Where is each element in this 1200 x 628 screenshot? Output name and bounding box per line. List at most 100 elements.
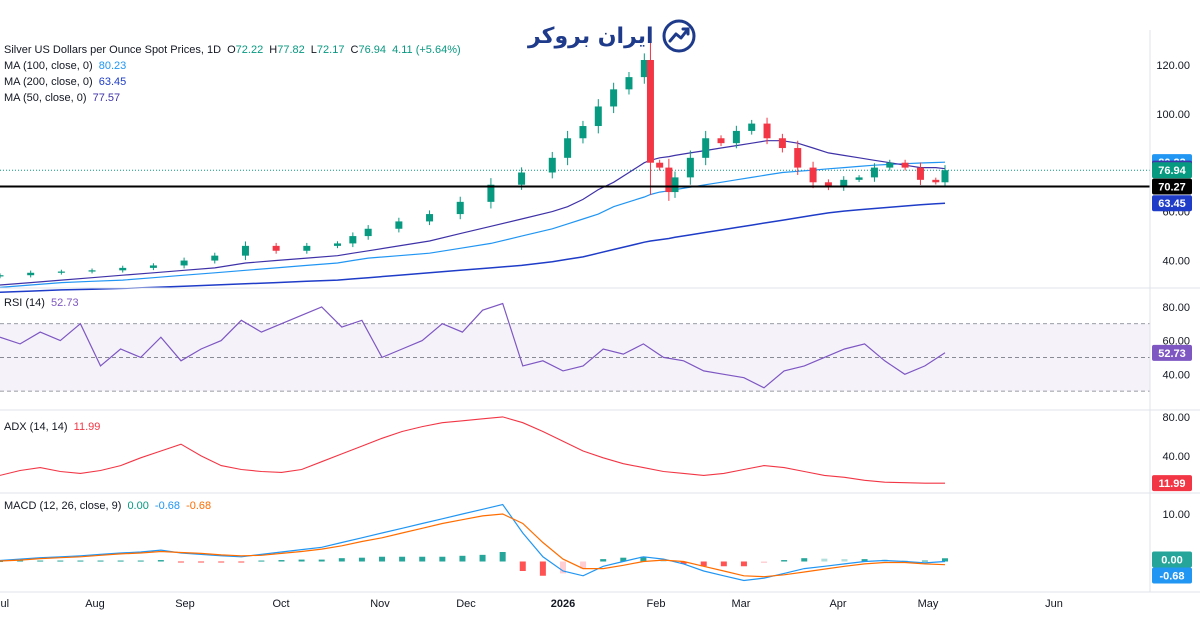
macd-hist-bar (198, 561, 205, 563)
candle-body (870, 167, 878, 178)
macd-pane: 10.00 0.00 -0.68 (0, 503, 1192, 584)
macd-hist-bar (539, 561, 546, 576)
macd-hist-bar (559, 561, 566, 574)
candle-body (625, 77, 633, 90)
rsi-badge-bg (1152, 344, 1192, 361)
price-axis-tick: 100.00 (1156, 109, 1190, 121)
candle-body (303, 245, 311, 251)
brand-logo: ایران بروکر (528, 18, 696, 54)
macd-hist-bar (358, 557, 365, 562)
candle-body (518, 172, 526, 185)
ma100-label: MA (100, close, 0) (4, 60, 93, 72)
high-value: 77.82 (277, 44, 305, 56)
macd-hist-bar (700, 561, 707, 567)
ma200-legend: MA (200, close, 0) 63.45 (4, 75, 129, 89)
adx-pane: 80.00 40.00 11.99 (0, 412, 1192, 492)
macd-hist-bar (821, 558, 828, 562)
candle-body (564, 138, 572, 158)
candle-body (702, 138, 710, 158)
candle-body (241, 245, 249, 256)
macd-hist-bar (379, 556, 386, 562)
candle-body (0, 275, 4, 277)
price-badge-label: 76.94 (1158, 165, 1186, 177)
macd-hist-bar (620, 557, 627, 562)
macd-hist-bar (600, 559, 607, 562)
ma200-line (0, 202, 946, 294)
macd-legend: MACD (12, 26, close, 9) 0.00 -0.68 -0.68 (4, 499, 214, 513)
macd-hist-bar (841, 559, 848, 562)
macd-hist-bar (399, 556, 406, 562)
time-axis-label: Jun (1045, 598, 1063, 610)
adx-axis-tick: 40.00 (1162, 451, 1190, 463)
ma50-legend: MA (50, close, 0) 77.57 (4, 91, 123, 105)
candle-body (334, 243, 341, 246)
candle-body (180, 260, 188, 266)
macd-hist-bar (318, 559, 325, 562)
time-axis-label: Dec (456, 598, 476, 610)
candle-body (426, 214, 434, 222)
price-badge-bg (1152, 162, 1192, 179)
macd-badge-label: -0.68 (1159, 571, 1184, 583)
candle-body (27, 272, 35, 276)
candle-body (364, 228, 372, 237)
candle-body (272, 245, 280, 251)
time-axis-label: May (918, 598, 939, 610)
rsi-line (0, 302, 946, 389)
candle-body (763, 123, 771, 139)
time-axis-label: Mar (732, 598, 751, 610)
macd-value-1: 0.00 (127, 500, 149, 512)
macd-hist-bar (499, 552, 506, 562)
macd-axis-tick: 10.00 (1162, 509, 1190, 521)
candle-body (901, 162, 909, 168)
macd-hist-bar (680, 561, 687, 564)
macd-hist-bar (519, 561, 526, 571)
candle-body (594, 106, 602, 127)
candle-body (579, 126, 587, 139)
macd-hist-bar (117, 560, 124, 562)
rsi-axis-tick: 60.00 (1162, 336, 1190, 348)
candle-body (932, 179, 940, 183)
low-label: L (310, 44, 317, 56)
macd-hist-bar (278, 560, 285, 562)
macd-hist-bar (660, 560, 667, 562)
macd-hist-bar (37, 560, 44, 562)
ma100-value: 80.23 (98, 60, 127, 72)
macd-hist-bar (580, 561, 587, 569)
time-axis-label: Nov (370, 598, 390, 610)
price-badge-label: 70.27 (1158, 182, 1186, 194)
adx-axis-tick: 80.00 (1162, 412, 1190, 424)
candle-body (824, 182, 832, 188)
candle-body (671, 177, 679, 193)
candle-body (656, 162, 664, 168)
candle-body (646, 60, 654, 163)
macd-hist-bar (921, 560, 928, 562)
adx-badge-bg (1152, 475, 1192, 492)
time-axis-label: Sep (175, 598, 195, 610)
adx-value: 11.99 (73, 421, 101, 433)
macd-hist-bar (258, 560, 265, 562)
rsi-axis-tick: 40.00 (1162, 369, 1190, 381)
candle-body (941, 170, 949, 183)
macd-hist-bar (861, 559, 868, 562)
candle-body (809, 167, 817, 183)
candle-body (886, 162, 894, 168)
candle-body (840, 179, 848, 188)
pane-separators (0, 30, 1200, 593)
signal-line (0, 513, 946, 578)
time-axis-label: Apr (829, 598, 846, 610)
macd-hist-bar (419, 556, 426, 562)
rsi-axis-tick: 80.00 (1162, 302, 1190, 314)
macd-hist-bar (97, 560, 104, 562)
rsi-legend: RSI (14) 52.73 (4, 296, 82, 310)
brand-chart-icon (662, 19, 696, 53)
change-value: 4.11 (+5.64%) (392, 44, 461, 56)
candle-body (855, 177, 863, 180)
main-legend: Silver US Dollars per Ounce Spot Prices,… (4, 43, 464, 57)
price-badge: 70.27 (1152, 178, 1192, 195)
candle-body (732, 130, 740, 144)
macd-badge-label: 0.00 (1161, 555, 1182, 567)
candle-body (640, 60, 648, 78)
macd-hist-bar (479, 554, 486, 562)
time-axis-label: Aug (85, 598, 105, 610)
